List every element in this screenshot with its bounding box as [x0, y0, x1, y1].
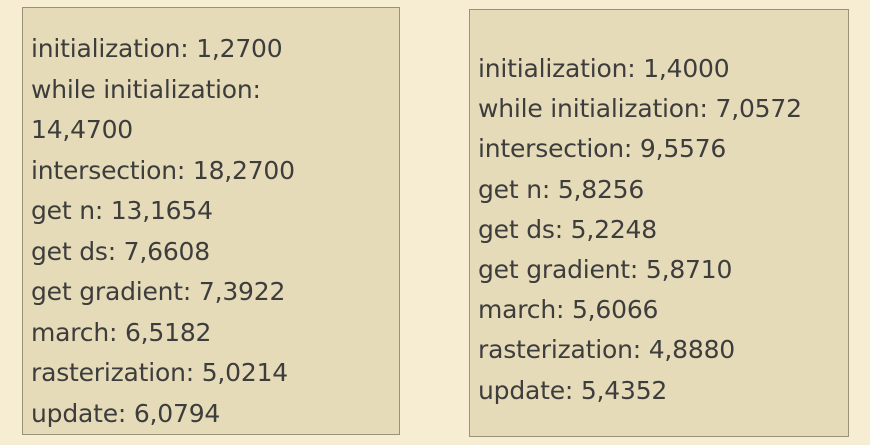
timing-line: initialization: 1,4000	[478, 54, 730, 83]
timing-line: get ds: 5,2248	[478, 214, 657, 244]
timing-line: intersection: 18,2700	[31, 155, 295, 185]
timing-line: 14,4700	[31, 115, 133, 144]
left-timing-panel: initialization: 1,2700 while initializat…	[22, 7, 400, 435]
timing-line: update: 6,0794	[31, 398, 221, 428]
timing-line: get n: 13,1654	[31, 196, 213, 225]
timing-line: intersection: 9,5576	[478, 134, 727, 164]
timing-line: rasterization: 5,0214	[31, 358, 289, 387]
right-timing-panel: initialization: 1,4000 while initializat…	[469, 9, 849, 437]
timing-line: while initialization:	[31, 74, 261, 104]
timing-line: get gradient: 5,8710	[478, 255, 733, 285]
timing-line: while initialization: 7,0572	[478, 94, 802, 124]
timing-line: get ds: 7,6608	[31, 236, 210, 266]
timing-line: initialization: 1,2700	[31, 34, 283, 63]
timing-line: march: 5,6066	[478, 295, 659, 325]
timing-line: get n: 5,8256	[478, 174, 645, 204]
timing-line: update: 5,4352	[478, 375, 668, 405]
timing-line: rasterization: 4,8880	[478, 335, 736, 365]
timing-line: get gradient: 7,3922	[31, 277, 286, 306]
timing-line: march: 6,5182	[31, 317, 212, 347]
